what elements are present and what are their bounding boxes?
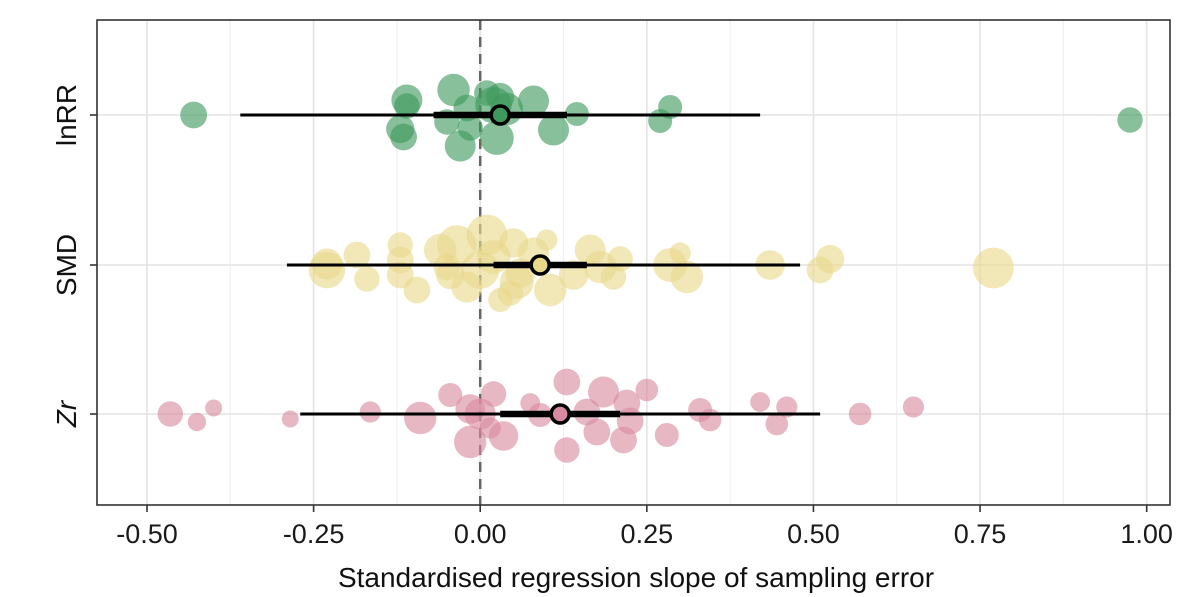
data-point — [776, 396, 798, 418]
data-point — [654, 423, 679, 447]
data-point — [750, 392, 771, 412]
data-point — [607, 246, 633, 272]
data-point — [403, 276, 431, 304]
x-tick-label: -0.50 — [116, 519, 178, 549]
data-point — [390, 123, 417, 151]
y-category-label: lnRR — [51, 84, 82, 146]
x-tick-label: 0.75 — [954, 519, 1007, 549]
x-tick-label: 0.00 — [454, 519, 507, 549]
data-point — [816, 244, 845, 274]
data-point — [538, 114, 570, 146]
y-category-label: SMD — [51, 234, 82, 296]
data-point — [444, 130, 476, 162]
data-point — [765, 412, 789, 436]
x-tick-label: 0.25 — [621, 519, 674, 549]
interval-SMD — [286, 254, 801, 276]
data-point — [180, 101, 208, 129]
overall-estimate — [489, 104, 511, 126]
data-point — [343, 241, 371, 269]
data-point — [536, 229, 558, 251]
interval-lnRR — [240, 104, 761, 126]
series-lnRR — [180, 73, 1143, 162]
plot-panel-border — [96, 19, 1171, 506]
data-point — [670, 260, 704, 294]
data-point — [454, 425, 487, 459]
data-point — [635, 378, 659, 402]
data-point — [281, 410, 299, 428]
data-point — [488, 421, 519, 451]
data-point — [553, 368, 581, 396]
data-point — [157, 401, 184, 427]
data-point — [669, 242, 691, 264]
data-point — [902, 396, 925, 418]
data-point — [394, 93, 420, 119]
data-point — [848, 402, 872, 426]
data-point — [488, 288, 513, 312]
data-point — [583, 418, 611, 446]
data-point — [588, 376, 620, 408]
data-point — [1117, 107, 1143, 133]
interval-layer — [240, 104, 821, 425]
y-category-label: Zr — [51, 399, 82, 428]
x-axis: -0.50 -0.25 0.00 0.25 0.50 0.75 1.00 — [116, 505, 1173, 549]
overall-estimate — [549, 403, 571, 425]
x-tick-label: 1.00 — [1120, 519, 1173, 549]
data-point — [479, 121, 514, 155]
data-point — [205, 399, 223, 417]
x-tick-label: -0.25 — [283, 519, 345, 549]
data-point — [354, 266, 380, 292]
data-point — [554, 437, 580, 463]
data-point — [518, 85, 550, 117]
data-point — [610, 426, 637, 454]
x-axis-title: Standardised regression slope of samplin… — [338, 562, 934, 593]
data-point — [648, 109, 673, 133]
data-point — [698, 408, 722, 432]
data-point — [187, 412, 207, 432]
data-point — [972, 247, 1014, 289]
y-axis: lnRR SMD Zr — [51, 84, 97, 428]
data-point — [480, 381, 507, 407]
overall-estimate — [529, 254, 551, 276]
x-tick-label: 0.50 — [787, 519, 840, 549]
data-point — [533, 273, 567, 307]
interval-Zr — [300, 403, 821, 425]
data-point — [404, 401, 437, 435]
data-point — [438, 383, 463, 407]
series-SMD — [308, 214, 1014, 312]
data-point — [359, 401, 381, 423]
